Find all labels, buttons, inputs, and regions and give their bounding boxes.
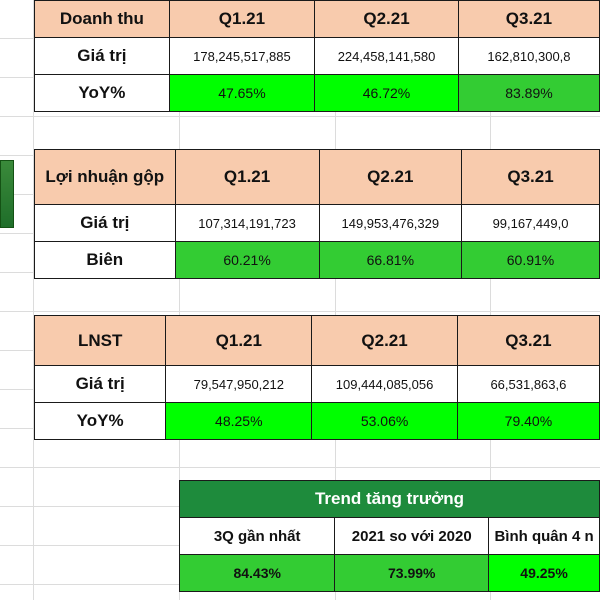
trend-header-row: 3Q gần nhất 2021 so với 2020 Bình quân 4…	[178, 517, 600, 555]
value-cell[interactable]: 66,531,863,6	[456, 365, 600, 403]
percent-cell[interactable]: 66.81%	[318, 241, 463, 279]
table-header-row: LNST Q1.21 Q2.21 Q3.21	[33, 315, 600, 366]
row-label-cell[interactable]: YoY%	[34, 74, 170, 112]
header-cell[interactable]: Q2.21	[318, 149, 463, 205]
value-cell[interactable]: 79,547,950,212	[165, 365, 313, 403]
value-cell[interactable]: 109,444,085,056	[311, 365, 458, 403]
percent-cell[interactable]: 83.89%	[457, 74, 600, 112]
percent-cell[interactable]: 53.06%	[311, 402, 458, 440]
percent-cell[interactable]: 48.25%	[165, 402, 313, 440]
trend-value-cell[interactable]: 73.99%	[334, 554, 490, 592]
trend-value-cell[interactable]: 84.43%	[178, 554, 336, 592]
table-row: Giá trị 107,314,191,723 149,953,476,329 …	[34, 204, 600, 242]
row-label-cell[interactable]: Giá trị	[33, 365, 167, 403]
table-header-row: Doanh thu Q1.21 Q2.21 Q3.21	[34, 0, 600, 38]
percent-cell[interactable]: 47.65%	[168, 74, 316, 112]
percent-cell[interactable]: 46.72%	[314, 74, 459, 112]
row-label-cell[interactable]: YoY%	[33, 402, 167, 440]
value-cell[interactable]: 107,314,191,723	[174, 204, 320, 242]
header-cell[interactable]: Lợi nhuận gộp	[34, 149, 176, 205]
trend-values-row: 84.43% 73.99% 49.25%	[178, 554, 600, 592]
value-cell[interactable]: 162,810,300,8	[457, 37, 600, 75]
revenue-table: Doanh thu Q1.21 Q2.21 Q3.21 Giá trị 178,…	[34, 0, 600, 112]
header-cell[interactable]: Q1.21	[165, 315, 313, 366]
header-cell[interactable]: Q2.21	[311, 315, 458, 366]
table-row: YoY% 48.25% 53.06% 79.40%	[33, 402, 600, 440]
header-cell[interactable]: Q1.21	[174, 149, 320, 205]
table-row: Giá trị 79,547,950,212 109,444,085,056 6…	[33, 365, 600, 403]
header-cell[interactable]: Q2.21	[314, 0, 459, 38]
percent-cell[interactable]: 60.91%	[461, 241, 600, 279]
table-row: Biên 60.21% 66.81% 60.91%	[34, 241, 600, 279]
table-row: YoY% 47.65% 46.72% 83.89%	[34, 74, 600, 112]
value-cell[interactable]: 149,953,476,329	[318, 204, 463, 242]
net-profit-table: LNST Q1.21 Q2.21 Q3.21 Giá trị 79,547,95…	[33, 315, 600, 440]
table-header-row: Lợi nhuận gộp Q1.21 Q2.21 Q3.21	[34, 149, 600, 205]
gross-profit-table: Lợi nhuận gộp Q1.21 Q2.21 Q3.21 Giá trị …	[34, 149, 600, 279]
sheet-side-shape	[0, 160, 14, 228]
row-label-cell[interactable]: Giá trị	[34, 37, 170, 75]
row-label-cell[interactable]: Giá trị	[34, 204, 176, 242]
trend-title-row: Trend tăng trưởng	[179, 480, 600, 518]
trend-title[interactable]: Trend tăng trưởng	[179, 480, 600, 518]
header-cell[interactable]: Q3.21	[457, 0, 600, 38]
value-cell[interactable]: 99,167,449,0	[461, 204, 600, 242]
header-cell[interactable]: Q3.21	[461, 149, 600, 205]
header-cell[interactable]: Doanh thu	[34, 0, 170, 38]
table-row: Giá trị 178,245,517,885 224,458,141,580 …	[34, 37, 600, 75]
trend-header-cell[interactable]: 2021 so với 2020	[334, 517, 490, 555]
header-cell[interactable]: Q1.21	[168, 0, 316, 38]
header-cell[interactable]: LNST	[33, 315, 167, 366]
percent-cell[interactable]: 79.40%	[456, 402, 600, 440]
trend-table: Trend tăng trưởng 3Q gần nhất 2021 so vớ…	[178, 480, 600, 592]
row-label-cell[interactable]: Biên	[34, 241, 176, 279]
header-cell[interactable]: Q3.21	[456, 315, 600, 366]
value-cell[interactable]: 178,245,517,885	[168, 37, 316, 75]
trend-header-cell[interactable]: 3Q gần nhất	[178, 517, 336, 555]
percent-cell[interactable]: 60.21%	[174, 241, 320, 279]
trend-header-cell[interactable]: Bình quân 4 n	[488, 517, 600, 555]
value-cell[interactable]: 224,458,141,580	[314, 37, 459, 75]
trend-value-cell[interactable]: 49.25%	[488, 554, 600, 592]
